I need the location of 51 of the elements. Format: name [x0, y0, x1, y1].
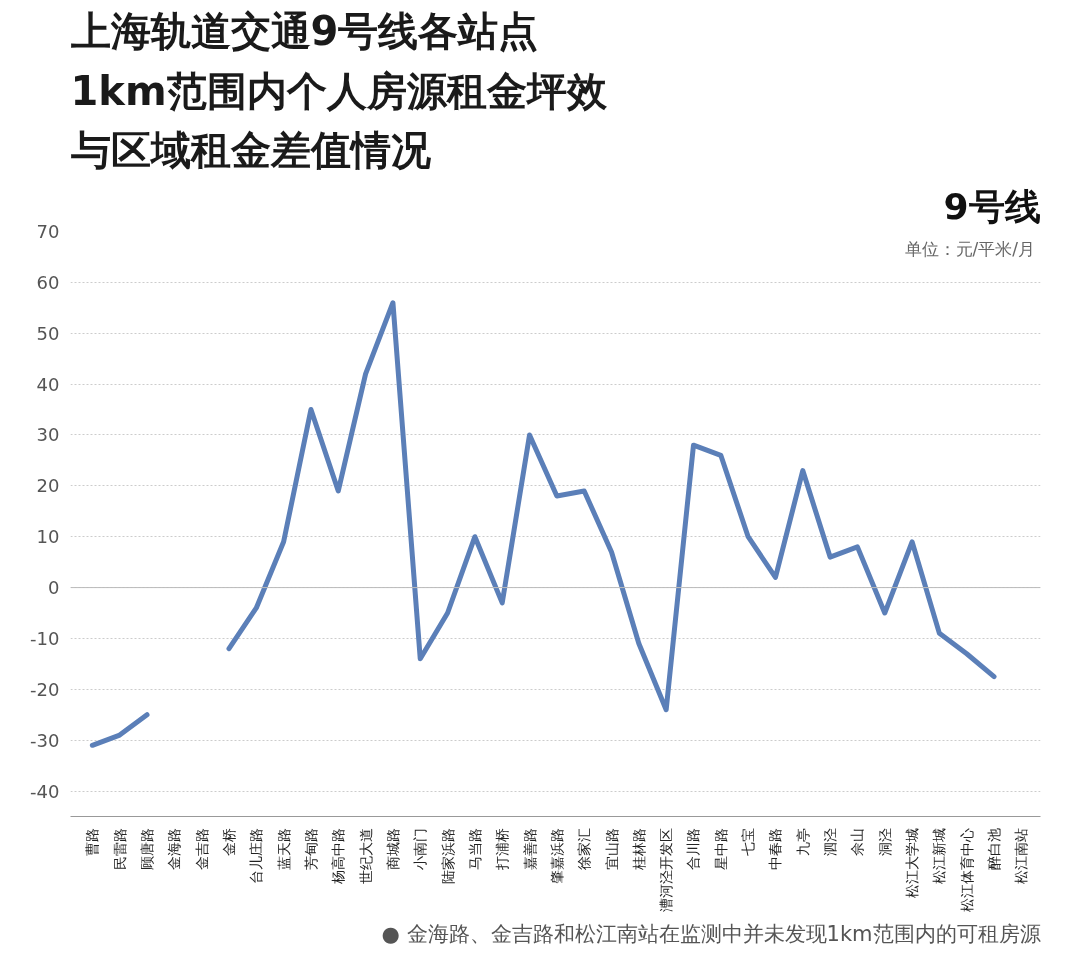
y-tick-label: -30: [30, 729, 60, 751]
x-tick-label: 马当路: [466, 827, 483, 870]
x-tick-label: 桂林路: [630, 827, 647, 871]
x-tick-label: 金海路: [166, 827, 183, 870]
x-tick-label: 醉白池: [986, 827, 1003, 870]
y-tick-label: -10: [30, 627, 60, 649]
x-tick-label: 芳甸路: [302, 827, 319, 870]
x-tick-label: 九亭: [794, 827, 811, 856]
x-tick-label: 曹路: [84, 827, 101, 856]
x-tick-label: 泗泾: [822, 827, 839, 856]
x-tick-label: 合川路: [685, 827, 702, 870]
y-tick-label: 70: [36, 221, 60, 242]
y-tick-label: 40: [36, 373, 60, 395]
x-tick-label: 嘉善路: [521, 827, 538, 870]
y-tick-label: -20: [30, 678, 60, 700]
y-tick-label: 0: [48, 577, 60, 599]
x-tick-label: 星中路: [712, 827, 729, 870]
x-tick-label: 蓝天路: [275, 827, 292, 870]
x-tick-label: 民雷路: [111, 827, 128, 870]
x-tick-label: 徐家汇: [576, 827, 593, 870]
y-tick-label: -40: [30, 780, 60, 802]
y-tick-label: 20: [36, 475, 60, 497]
x-tick-label: 打浦桥: [494, 827, 511, 871]
x-tick-label: 松江新城: [931, 827, 948, 884]
y-tick-label: 10: [36, 526, 60, 548]
y-tick-label: 60: [36, 271, 60, 293]
text: 9号线: [943, 185, 1041, 227]
chart-title: 上海轨道交通9号线各站点1km范围内个人房源租金坪效与区域租金差值情况: [70, 7, 608, 174]
x-tick-label: 金桥: [220, 827, 237, 856]
x-tick-label: 松江大学城: [904, 827, 921, 898]
x-tick-label: 世纪大道: [357, 827, 374, 884]
x-tick-label: 小南门: [412, 827, 429, 870]
annotation: 单位：元/平米/月: [904, 239, 1036, 260]
text: ● 金海路、金吉路和松江南站在监测中并未发现1km范围内的可租房源: [381, 921, 1041, 946]
x-tick-label: 杨高中路: [330, 827, 347, 885]
x-tick-label: 台儿庄路: [248, 827, 265, 884]
x-tick-label: 金吉路: [193, 827, 210, 870]
x-tick-label: 漕河泾开发区: [658, 827, 675, 912]
y-tick-label: 50: [36, 322, 60, 344]
y-tick-label: 30: [36, 424, 60, 446]
x-tick-label: 顾唐路: [139, 827, 156, 870]
x-tick-label: 宜山路: [603, 827, 620, 870]
x-tick-label: 佘山: [849, 827, 866, 856]
x-tick-label: 中春路: [767, 827, 784, 870]
x-tick-label: 商城路: [384, 827, 401, 870]
x-tick-label: 洞泾: [876, 827, 893, 856]
x-tick-label: 陆家浜路: [439, 827, 456, 884]
x-tick-label: 松江体育中心: [958, 827, 975, 912]
x-tick-label: 松江南站: [1013, 827, 1030, 884]
x-tick-label: 肇嘉浜路: [548, 827, 565, 884]
x-tick-label: 七宝: [740, 827, 757, 856]
